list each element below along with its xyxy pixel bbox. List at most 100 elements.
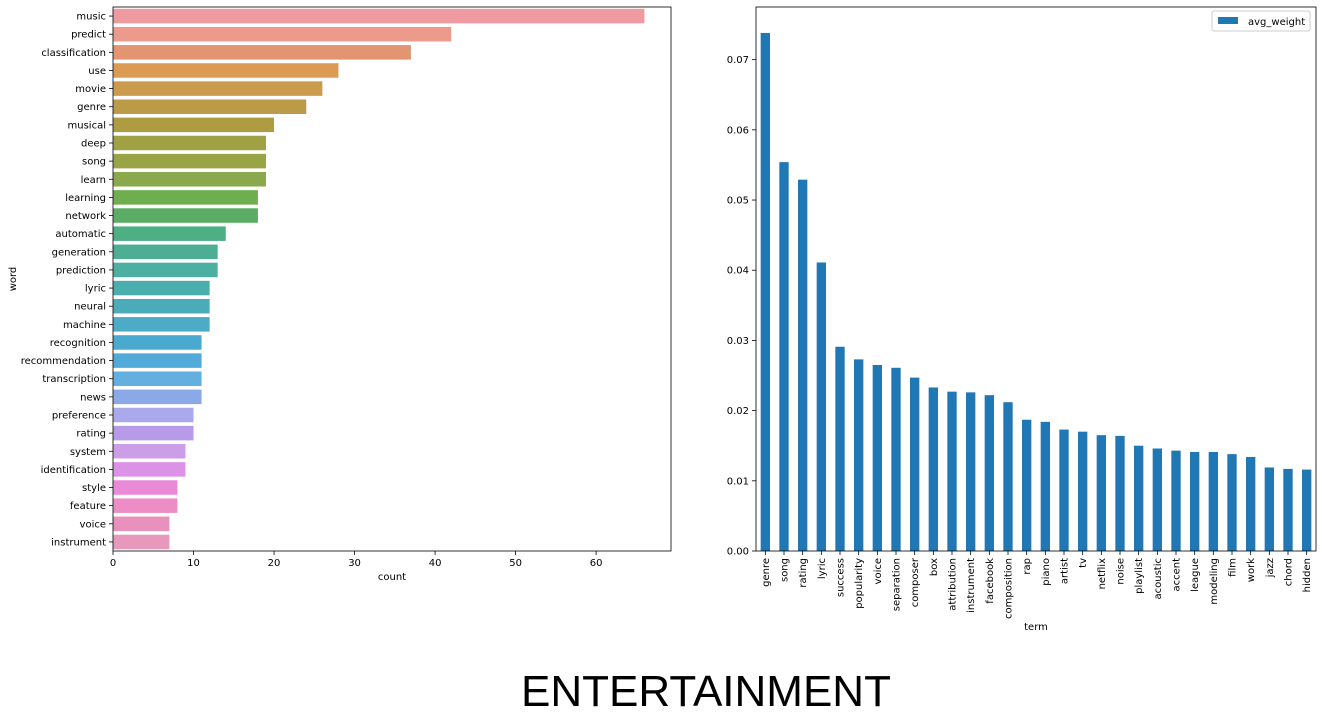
x-tick-label: voice xyxy=(873,558,884,584)
y-tick-label: news xyxy=(80,392,106,403)
x-tick-label: success xyxy=(836,558,847,597)
bar-instrument xyxy=(966,392,976,551)
bar-voice xyxy=(113,516,170,532)
bar-chord xyxy=(1283,468,1293,551)
x-tick-label: playlist xyxy=(1134,558,1145,594)
y-tick-label: classification xyxy=(41,48,106,59)
bar-accent xyxy=(1171,450,1181,551)
bar-musical xyxy=(113,117,275,133)
x-tick-label: 60 xyxy=(590,558,603,569)
bar-genre xyxy=(760,32,770,551)
bar-composition xyxy=(1003,402,1013,551)
y-tick-label: generation xyxy=(52,247,106,258)
bar-automatic xyxy=(113,226,226,241)
y-tick-label: use xyxy=(88,66,106,77)
x-tick-label: rap xyxy=(1022,558,1033,575)
bar-predict xyxy=(113,26,452,42)
bar-recommendation xyxy=(113,353,202,368)
x-tick-label: composition xyxy=(1004,558,1015,619)
bar-classification xyxy=(113,45,411,60)
y-tick-label: lyric xyxy=(85,284,106,295)
x-tick-label: 0 xyxy=(110,558,116,569)
x-tick-label: popularity xyxy=(854,558,865,609)
x-tick-label: song xyxy=(780,558,791,582)
bar-style xyxy=(113,480,178,495)
y-tick-label: musical xyxy=(68,120,106,131)
bar-attribution xyxy=(947,391,957,551)
bar-rap xyxy=(1022,419,1032,551)
x-tick-label: 20 xyxy=(268,558,281,569)
y-tick-label: transcription xyxy=(42,374,106,385)
x-tick-label: separation xyxy=(892,558,903,611)
y-tick-label: learn xyxy=(81,175,106,186)
bar-movie xyxy=(113,81,323,96)
bar-system xyxy=(113,444,186,459)
bar-tv xyxy=(1078,431,1088,551)
x-axis-label: count xyxy=(378,572,406,583)
bar-genre xyxy=(113,99,307,114)
bar-transcription xyxy=(113,371,202,386)
y-tick-label: automatic xyxy=(55,229,106,240)
y-tick-label: voice xyxy=(80,519,106,530)
x-tick-label: work xyxy=(1246,558,1257,582)
x-tick-label: hidden xyxy=(1302,558,1313,592)
bar-song xyxy=(113,153,266,169)
bar-box xyxy=(928,387,938,551)
y-tick-label: machine xyxy=(63,320,106,331)
x-tick-label: box xyxy=(929,558,940,576)
bar-prediction xyxy=(113,262,218,278)
bar-hidden xyxy=(1302,469,1312,551)
y-tick-label: system xyxy=(70,447,106,458)
bar-modeling xyxy=(1208,452,1218,551)
bar-rating xyxy=(798,179,808,551)
bar-recognition xyxy=(113,335,202,350)
x-tick-label: film xyxy=(1228,558,1239,577)
term-weight-bar-chart: genre song rating lyric success popularity voi… xyxy=(727,6,1317,633)
x-tick-label: instrument xyxy=(966,558,977,613)
bar-feature xyxy=(113,498,178,513)
y-tick-label: recognition xyxy=(50,338,106,349)
x-tick-label: 50 xyxy=(509,558,522,569)
bar-instrument xyxy=(113,534,170,550)
x-tick-label: 10 xyxy=(187,558,200,569)
y-tick-label: deep xyxy=(81,139,106,150)
bar-learning xyxy=(113,190,258,205)
bar-voice xyxy=(872,364,882,551)
x-tick-label: noise xyxy=(1116,558,1127,585)
x-tick-label: 40 xyxy=(429,558,442,569)
x-tick-label: accent xyxy=(1172,558,1183,592)
y-tick-label: 0.07 xyxy=(727,55,749,66)
y-tick-label: 0.04 xyxy=(727,266,749,277)
y-tick-label: prediction xyxy=(56,265,106,276)
bar-facebook xyxy=(984,395,994,551)
bar-preference xyxy=(113,407,194,423)
x-tick-label: netflix xyxy=(1097,558,1108,589)
bar-deep xyxy=(113,135,266,151)
x-tick-label: attribution xyxy=(948,558,959,611)
y-tick-label: 0.01 xyxy=(727,476,749,487)
y-tick-label: 0.02 xyxy=(727,406,749,417)
x-tick-label: piano xyxy=(1041,558,1052,586)
bar-machine xyxy=(113,317,210,332)
x-tick-label: league xyxy=(1190,558,1201,592)
x-tick-label: lyric xyxy=(817,558,828,579)
y-tick-label: learning xyxy=(65,193,106,204)
x-axis-label: term xyxy=(1024,622,1048,633)
bar-league xyxy=(1190,452,1200,551)
bar-artist xyxy=(1059,429,1069,551)
bar-rating xyxy=(113,425,194,441)
y-tick-label: music xyxy=(76,12,106,23)
legend-box xyxy=(1211,10,1311,32)
y-tick-label: song xyxy=(82,157,106,168)
x-tick-label: genre xyxy=(761,558,772,587)
bar-neural xyxy=(113,298,210,314)
bar-film xyxy=(1227,454,1237,551)
y-tick-label: 0.05 xyxy=(727,196,749,207)
y-tick-label: 0.00 xyxy=(727,547,749,558)
y-tick-label: predict xyxy=(71,30,106,41)
legend-label: avg_weight xyxy=(1248,17,1305,28)
x-tick-label: 30 xyxy=(348,558,361,569)
bar-composer xyxy=(910,377,920,551)
bar-jazz xyxy=(1264,467,1274,551)
